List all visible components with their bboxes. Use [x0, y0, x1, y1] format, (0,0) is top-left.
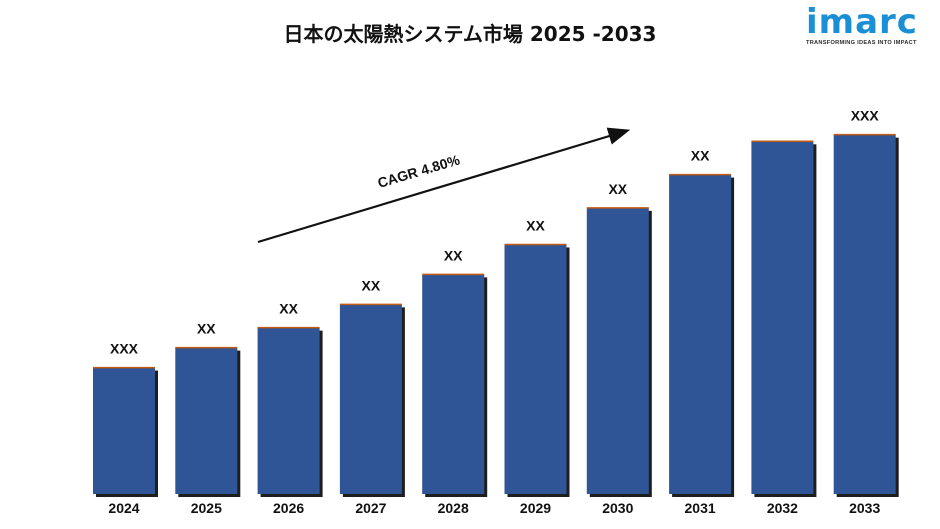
bar-2030 — [586, 207, 649, 494]
bar-2024 — [93, 367, 155, 494]
bar-2031 — [669, 174, 732, 494]
x-tick-2027: 2027 — [355, 500, 386, 516]
x-tick-2024: 2024 — [108, 500, 139, 516]
data-label-2033: XXX — [851, 108, 880, 124]
bar-2032 — [751, 141, 814, 495]
imarc-logo: imarc TRANSFORMING IDEAS INTO IMPACT — [806, 2, 936, 46]
bar-2025 — [175, 347, 238, 494]
chart-title: 日本の太陽熱システム市場 2025 -2033 — [283, 22, 657, 46]
x-tick-2028: 2028 — [438, 500, 469, 516]
bar-2028 — [422, 274, 485, 494]
x-tick-2029: 2029 — [520, 500, 551, 516]
cagr-arrow — [257, 127, 631, 244]
data-label-2024: XXX — [110, 341, 139, 357]
bar-2033 — [833, 134, 896, 494]
data-label-2027: XX — [362, 277, 381, 293]
data-label-2028: XX — [444, 247, 463, 263]
data-label-2026: XX — [279, 301, 298, 317]
bar-2026 — [257, 327, 320, 494]
data-label-2031: XX — [691, 148, 710, 164]
data-label-2030: XX — [608, 181, 627, 197]
data-label-2025: XX — [197, 321, 216, 337]
bar-2027 — [339, 304, 402, 494]
x-tick-2030: 2030 — [602, 500, 633, 516]
x-tick-2032: 2032 — [767, 500, 798, 516]
bar-2029 — [504, 244, 567, 494]
bar-series: XXX 2024 XX 2025 XX 2026 XX 2027 XX 2028 XX 2029 XX 2… — [93, 108, 899, 516]
x-tick-2025: 2025 — [191, 500, 222, 516]
x-tick-2026: 2026 — [273, 500, 304, 516]
logo-wordmark: imarc — [806, 2, 918, 42]
x-tick-2033: 2033 — [849, 500, 880, 516]
logo-tagline: TRANSFORMING IDEAS INTO IMPACT — [806, 40, 917, 46]
x-tick-2031: 2031 — [685, 500, 716, 516]
data-label-2029: XX — [526, 217, 545, 233]
